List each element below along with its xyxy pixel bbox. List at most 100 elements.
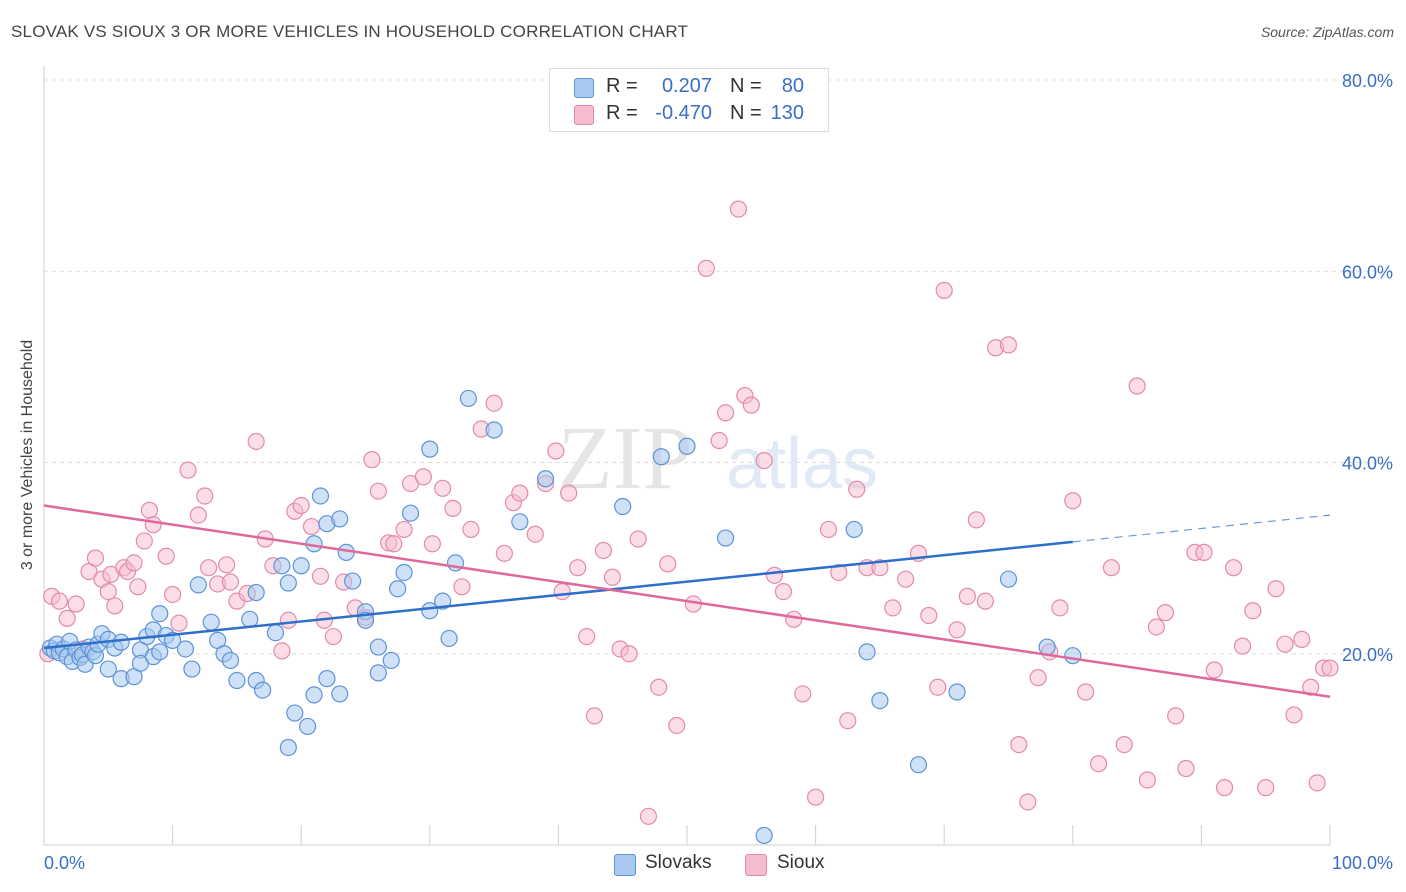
- source-credit: Source: ZipAtlas.com: [1260, 24, 1394, 40]
- slovaks-point: [151, 643, 169, 661]
- sioux-point: [1224, 559, 1243, 577]
- legend-n-value: 80: [781, 75, 804, 97]
- sioux-point: [324, 627, 342, 646]
- y-tick-label: 80.0%: [1342, 71, 1393, 91]
- sioux-point: [1029, 669, 1047, 687]
- sioux-point: [58, 609, 76, 627]
- sioux-point: [999, 336, 1018, 354]
- slovaks-point: [202, 613, 220, 631]
- sioux-point: [311, 567, 330, 585]
- sioux-point: [650, 678, 668, 696]
- sioux-point: [157, 547, 175, 565]
- legend-r-value: -0.470: [655, 102, 712, 124]
- sioux-point: [1285, 706, 1303, 724]
- sioux-point: [958, 587, 976, 605]
- slovaks-point: [909, 756, 928, 774]
- sioux-point: [1321, 659, 1339, 677]
- sioux-point: [363, 451, 381, 469]
- slovaks-point: [254, 681, 272, 699]
- sioux-point: [729, 200, 748, 218]
- sioux-point: [920, 606, 938, 625]
- slovaks-point: [421, 440, 439, 458]
- sioux-point: [830, 563, 848, 582]
- slovaks-point: [536, 470, 555, 488]
- slovaks-point: [678, 437, 696, 455]
- legend-n-label: N =: [730, 75, 762, 97]
- axes: [43, 66, 1331, 846]
- slovaks-point: [382, 651, 400, 670]
- sioux-point: [1244, 602, 1262, 620]
- x-tick-label: 0.0%: [44, 853, 85, 873]
- sioux-point: [1167, 707, 1185, 725]
- slovaks-point: [614, 497, 632, 516]
- sioux-point: [742, 396, 760, 414]
- slovaks-point: [845, 520, 863, 539]
- sioux-point: [1302, 678, 1320, 696]
- slovaks-point: [395, 563, 413, 582]
- sioux-point: [1089, 755, 1108, 773]
- slovaks-point: [331, 685, 349, 703]
- sioux-point: [839, 712, 857, 730]
- sioux-point: [1177, 759, 1195, 778]
- sioux-point: [1233, 637, 1252, 655]
- sioux-point: [848, 480, 866, 498]
- sioux-point: [710, 431, 728, 450]
- sioux-point: [948, 621, 966, 639]
- sioux-point: [1215, 779, 1234, 797]
- slovaks-trend-extension: [1072, 514, 1331, 543]
- y-tick-label: 20.0%: [1342, 645, 1393, 665]
- sioux-point: [765, 566, 784, 584]
- sioux-point: [697, 259, 715, 277]
- sioux-point: [67, 595, 85, 613]
- legend-n-value: 130: [770, 102, 804, 124]
- slovaks-point: [189, 576, 207, 594]
- slovaks-point: [369, 664, 387, 682]
- slovaks-point: [434, 592, 452, 610]
- sioux-point: [129, 578, 147, 596]
- y-tick-label: 40.0%: [1342, 454, 1393, 474]
- sioux-point: [1010, 735, 1028, 754]
- chart-title: SLOVAK VS SIOUX 3 OR MORE VEHICLES IN HO…: [11, 22, 689, 41]
- sioux-point: [560, 484, 578, 502]
- sioux-point: [1051, 599, 1069, 617]
- sioux-point: [1064, 492, 1082, 510]
- sioux-point: [594, 541, 613, 560]
- slovaks-point: [1064, 647, 1082, 665]
- slovaks-point: [299, 717, 317, 736]
- bottom-legend-slovaks: Slovaks: [645, 852, 712, 873]
- sioux-point: [1102, 559, 1120, 577]
- slovaks-point: [112, 633, 130, 651]
- sioux-point: [1257, 779, 1275, 797]
- sioux-point: [1138, 771, 1156, 789]
- sioux-point: [164, 585, 182, 604]
- sioux-point: [935, 281, 953, 299]
- bottom-legend-sioux-swatch: [745, 854, 767, 876]
- sioux-point: [86, 549, 105, 567]
- sioux-point: [423, 535, 441, 553]
- slovaks-point: [440, 629, 458, 648]
- y-tick-label: 60.0%: [1342, 262, 1393, 282]
- sioux-point: [897, 570, 915, 588]
- bottom-legend-sioux: Sioux: [777, 852, 825, 873]
- sioux-point: [1276, 635, 1294, 653]
- sioux-point: [292, 496, 310, 515]
- legend-r-value: 0.207: [661, 75, 712, 97]
- slovaks-point: [858, 643, 876, 661]
- sioux-point: [273, 642, 291, 660]
- sioux-point: [453, 578, 471, 596]
- x-tick-label: 100.0%: [1332, 853, 1393, 873]
- sioux-point: [526, 525, 544, 543]
- sioux-point: [569, 559, 587, 577]
- sioux-point: [279, 611, 297, 629]
- slovaks-point: [369, 638, 387, 656]
- sioux-point: [196, 487, 214, 505]
- slovaks-point: [183, 660, 201, 678]
- sioux-point: [125, 554, 143, 572]
- sioux-point: [395, 520, 413, 539]
- sioux-point: [221, 573, 240, 591]
- slovaks-point: [318, 670, 336, 688]
- sioux-point: [794, 685, 812, 703]
- watermark: ZIP atlas: [558, 409, 879, 508]
- sioux-point: [302, 517, 321, 536]
- slovaks-point: [241, 610, 259, 628]
